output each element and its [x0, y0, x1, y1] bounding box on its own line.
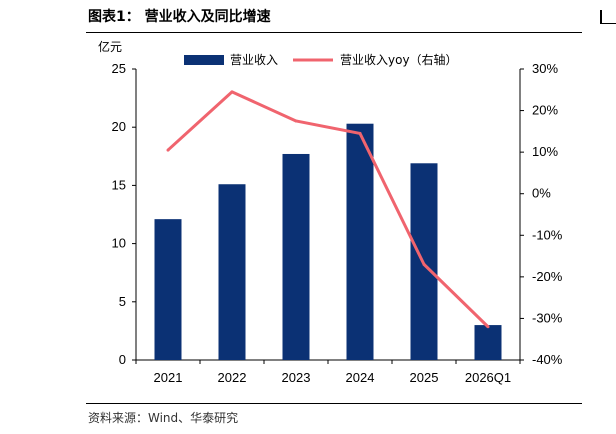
figure-title: 图表1： 营业收入及同比增速 — [88, 9, 271, 25]
bar-revenue — [282, 153, 310, 360]
right-tick-label: -10% — [532, 227, 563, 242]
bar-revenue — [346, 123, 374, 360]
x-tick-label: 2022 — [218, 370, 247, 385]
source-note: 资料来源：Wind、华泰研究 — [88, 411, 239, 425]
left-tick-label: 15 — [112, 177, 126, 192]
x-tick-label: 2026Q1 — [465, 370, 511, 385]
y-axis-unit-label: 亿元 — [98, 39, 122, 54]
legend-label-bar: 营业收入 — [230, 53, 278, 67]
right-tick-label: 0% — [532, 186, 551, 201]
left-tick-label: 25 — [112, 61, 126, 76]
legend-label-line: 营业收入yoy（右轴） — [340, 52, 458, 67]
right-tick-label: 30% — [532, 61, 558, 76]
x-tick-label: 2025 — [410, 370, 439, 385]
right-tick-label: -40% — [532, 352, 563, 367]
chart-axes — [132, 68, 524, 364]
point-revenue-yoy — [358, 131, 362, 135]
left-tick-label: 20 — [112, 119, 126, 134]
left-tick-label: 10 — [112, 236, 126, 251]
left-tick-label: 5 — [119, 294, 126, 309]
line-series — [166, 90, 490, 329]
bar-revenue — [474, 325, 502, 360]
bar-series — [154, 123, 502, 360]
point-revenue-yoy — [422, 262, 426, 266]
line-revenue-yoy — [166, 90, 490, 328]
right-tick-label: -30% — [532, 310, 563, 325]
chart-legend: 营业收入 营业收入yoy（右轴） — [184, 52, 458, 67]
x-tick-label: 2024 — [346, 370, 375, 385]
point-revenue-yoy — [486, 325, 490, 329]
right-tick-label: -20% — [532, 269, 563, 284]
point-revenue-yoy — [294, 119, 298, 123]
right-tick-label: 10% — [532, 144, 558, 159]
bar-revenue — [218, 184, 246, 360]
x-tick-label: 2023 — [282, 370, 311, 385]
point-revenue-yoy — [166, 148, 170, 152]
axis-labels: 0510152025-40%-30%-20%-10%0%10%20%30%202… — [98, 39, 563, 385]
page-edge-mark — [600, 10, 616, 24]
source-divider — [86, 403, 582, 404]
title-divider — [86, 32, 582, 33]
point-revenue-yoy — [230, 90, 234, 94]
bar-revenue — [154, 219, 182, 360]
legend-swatch-bar — [184, 55, 224, 65]
left-tick-label: 0 — [119, 352, 126, 367]
x-tick-label: 2021 — [154, 370, 183, 385]
right-tick-label: 20% — [532, 103, 558, 118]
